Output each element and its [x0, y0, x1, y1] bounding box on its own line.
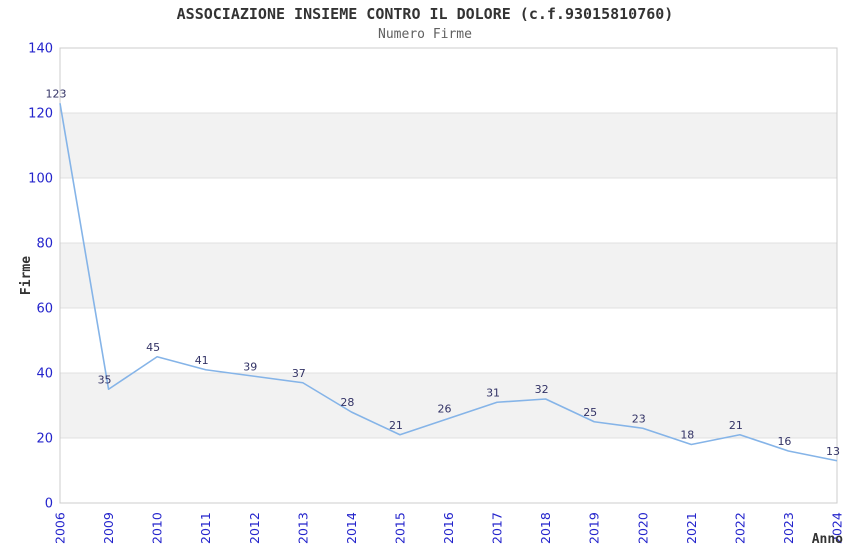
x-tick-label: 2009 [101, 512, 116, 544]
data-point-label: 39 [243, 360, 257, 373]
data-point-label: 45 [146, 341, 160, 354]
x-tick-label: 2006 [53, 512, 68, 544]
plot-border [59, 47, 838, 504]
y-tick-label: 40 [36, 367, 53, 382]
y-tick-label: 120 [28, 107, 53, 122]
data-point-label: 31 [486, 386, 500, 399]
x-tick-label: 2018 [538, 512, 553, 544]
x-tick-label: 2011 [198, 512, 213, 544]
plot-band [60, 373, 837, 438]
y-tick-label: 0 [45, 497, 53, 512]
x-tick-label: 2017 [490, 512, 505, 544]
chart-title: ASSOCIAZIONE INSIEME CONTRO IL DOLORE (c… [176, 5, 674, 23]
x-tick-label: 2021 [684, 512, 699, 544]
data-point-label: 21 [729, 419, 743, 432]
data-point-label: 35 [98, 373, 112, 386]
y-tick-label: 140 [28, 42, 53, 57]
y-tick-label: 20 [36, 432, 53, 447]
data-point-label: 25 [583, 406, 597, 419]
x-tick-label: 2016 [441, 512, 456, 544]
data-point-label: 28 [340, 396, 354, 409]
y-axis-title: Firme [19, 256, 34, 295]
x-tick-label: 2015 [392, 512, 407, 544]
plot-band [60, 243, 837, 308]
x-tick-label: 2014 [344, 512, 359, 544]
data-point-label: 37 [292, 367, 306, 380]
x-tick-label: 2010 [150, 512, 165, 544]
x-tick-label: 2013 [295, 512, 310, 544]
y-tick-label: 100 [28, 172, 53, 187]
data-point-label: 13 [826, 445, 840, 458]
x-tick-label: 2012 [247, 512, 262, 544]
data-point-label: 123 [46, 87, 67, 100]
x-tick-label: 2022 [732, 512, 747, 544]
x-tick-label: 2023 [781, 512, 796, 544]
data-point-label: 18 [680, 429, 694, 442]
x-tick-label: 2024 [830, 512, 845, 544]
plot-band [60, 113, 837, 178]
y-tick-label: 60 [36, 302, 53, 317]
y-tick-label: 80 [36, 237, 53, 252]
data-point-label: 26 [438, 403, 452, 416]
data-point-label: 16 [777, 435, 791, 448]
data-point-label: 21 [389, 419, 403, 432]
x-tick-label: 2020 [635, 512, 650, 544]
data-point-label: 41 [195, 354, 209, 367]
x-axis-title: Anno [812, 532, 843, 547]
x-tick-label: 2019 [587, 512, 602, 544]
chart-subtitle: Numero Firme [378, 27, 472, 42]
data-point-label: 23 [632, 412, 646, 425]
data-point-label: 32 [535, 383, 549, 396]
data-line [59, 103, 838, 462]
